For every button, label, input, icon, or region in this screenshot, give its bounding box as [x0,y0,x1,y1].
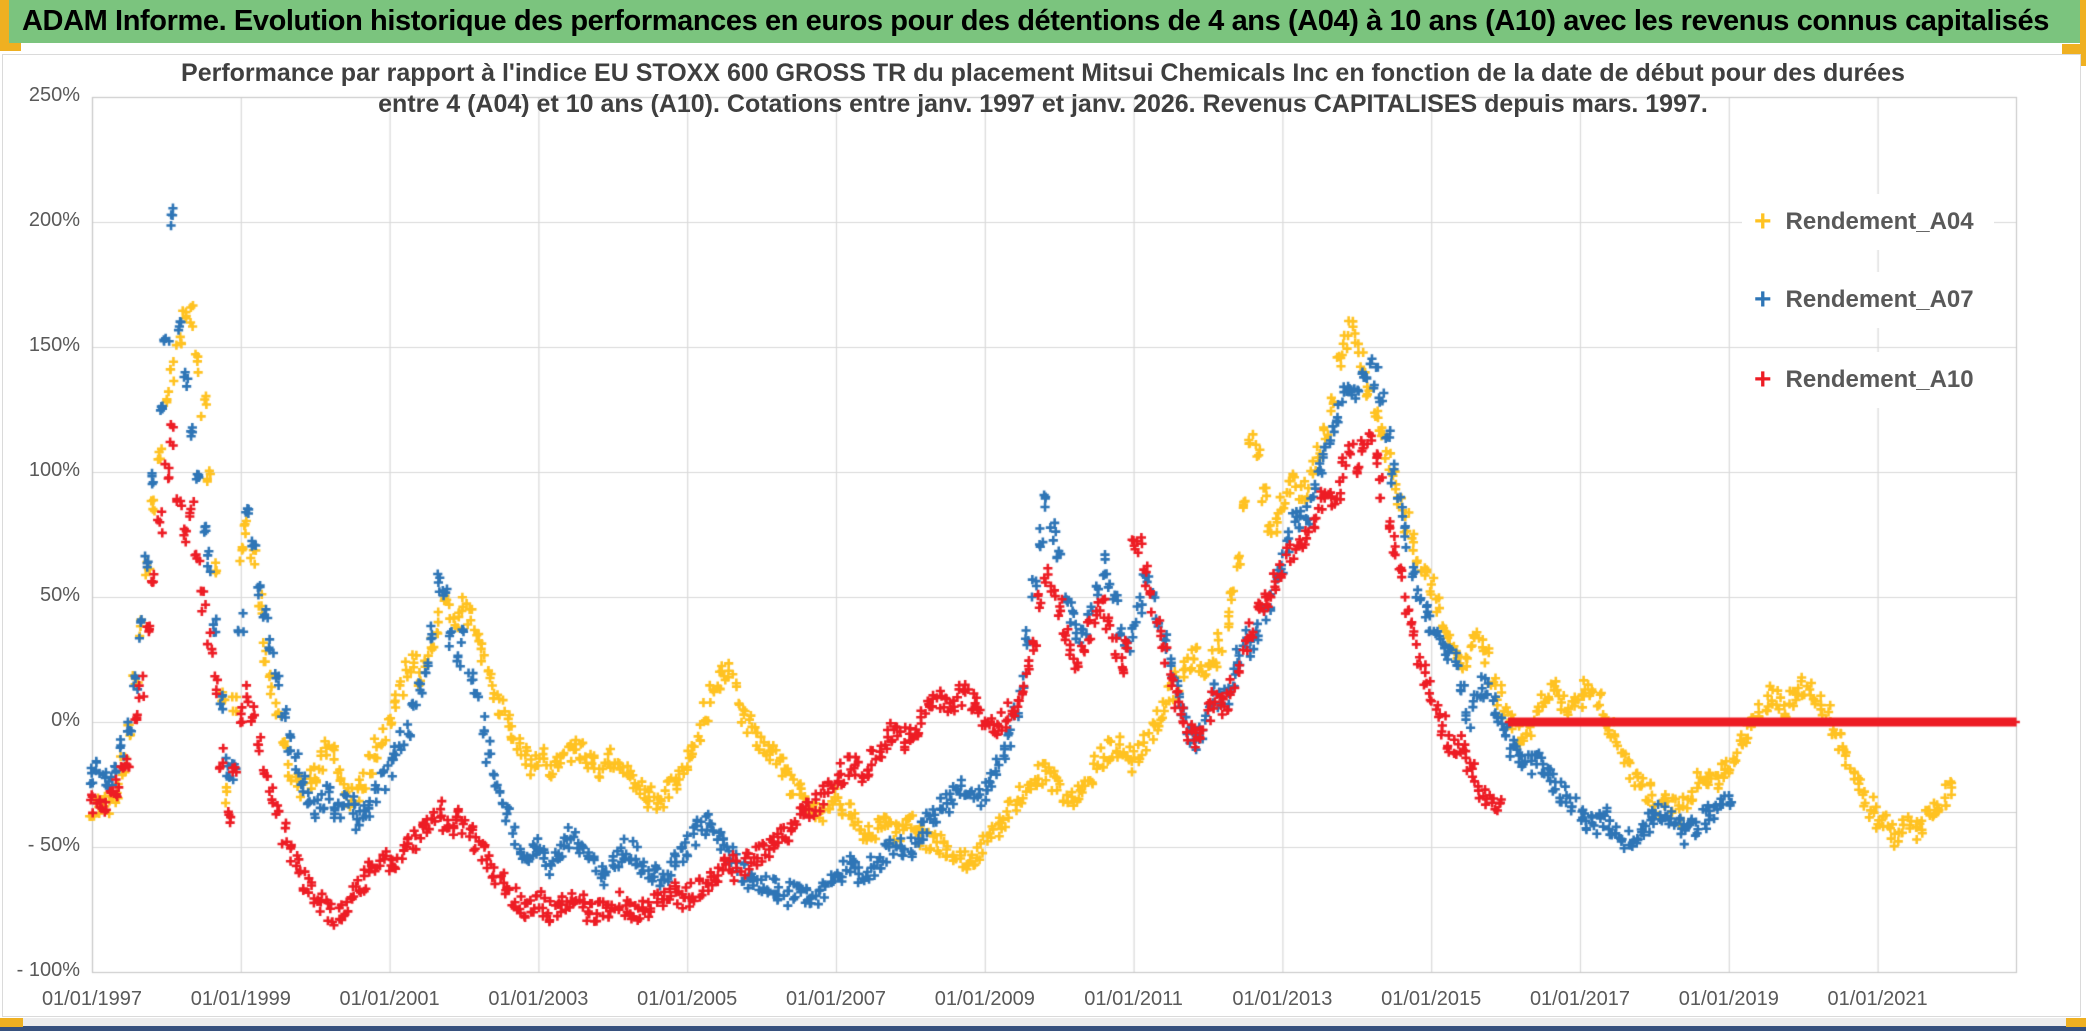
y-axis-label: 50% [39,584,80,606]
legend-label: Rendement_A07 [1785,286,1974,313]
y-axis-label: 0% [51,709,80,731]
x-axis-label: 01/01/2013 [1232,988,1333,1010]
y-axis-label: - 100% [16,959,80,981]
y-axis-label: 200% [28,209,80,231]
y-axis-label: 100% [28,459,80,481]
chart-title: Performance par rapport à l'indice EU ST… [103,58,1983,120]
x-axis-label: 01/01/2001 [339,988,440,1010]
legend-entry-rendement-a04[interactable]: + Rendement_A04 [1742,194,1994,250]
y-axis-label: 150% [28,334,80,356]
x-axis-label: 01/01/2021 [1827,988,1928,1010]
x-axis-label: 01/01/2007 [785,988,887,1010]
plus-marker-icon: + [1754,205,1772,238]
legend-label: Rendement_A10 [1785,366,1974,393]
x-axis-label: 01/01/1997 [41,988,143,1010]
y-axis-label: - 50% [27,834,80,856]
x-axis-label: 01/01/2019 [1678,988,1779,1010]
legend-entry-rendement-a07[interactable]: + Rendement_A07 [1742,272,1994,328]
x-axis-label: 01/01/2011 [1084,988,1183,1010]
legend-label: Rendement_A04 [1785,208,1974,235]
legend-entry-rendement-a10[interactable]: + Rendement_A10 [1742,352,1994,408]
x-axis-label: 01/01/2005 [637,988,738,1010]
plus-marker-icon: + [1754,363,1772,396]
x-axis-label: 01/01/1999 [190,988,291,1010]
x-axis-label: 01/01/2017 [1529,988,1631,1010]
x-axis-label: 01/01/2003 [488,988,589,1010]
y-axis-label: 250% [28,84,80,106]
plus-marker-icon: + [1754,283,1772,316]
x-axis-label: 01/01/2015 [1381,988,1482,1010]
chart-title-line-2: entre 4 (A04) et 10 ans (A10). Cotations… [378,90,1708,118]
x-axis-label: 01/01/2009 [934,988,1035,1010]
chart-title-line-1: Performance par rapport à l'indice EU ST… [181,59,1905,87]
